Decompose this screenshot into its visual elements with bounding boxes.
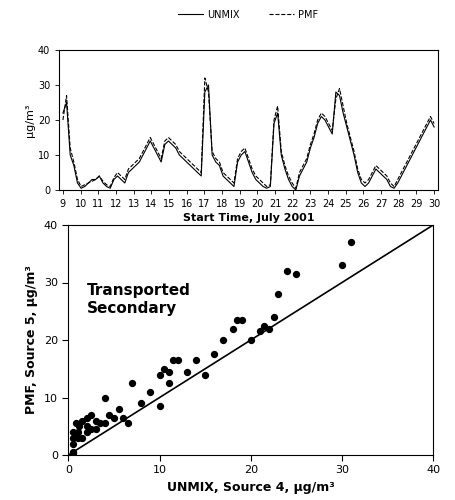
PMF: [430, 120, 436, 126]
Point: [156, 370, 163, 378]
Point: [238, 316, 245, 324]
Point: [83, 414, 90, 422]
Legend: UNMIX, PMF: UNMIX, PMF: [174, 6, 322, 24]
UNMIX: [394, 180, 399, 186]
Point: [101, 394, 108, 402]
UNMIX: [162, 142, 167, 148]
Point: [210, 350, 217, 358]
PMF: [60, 117, 66, 123]
Point: [69, 450, 76, 458]
PMF: [293, 185, 298, 191]
Point: [83, 422, 90, 430]
Y-axis label: μg/m³: μg/m³: [25, 104, 35, 136]
Point: [228, 324, 236, 332]
Point: [192, 356, 199, 364]
UNMIX: [60, 110, 66, 116]
Text: Transported
Secondary: Transported Secondary: [86, 282, 190, 316]
Point: [74, 434, 81, 442]
Point: [96, 420, 104, 428]
X-axis label: Start Time, July 2001: Start Time, July 2001: [182, 213, 313, 223]
Point: [274, 290, 281, 298]
Point: [101, 420, 108, 428]
Point: [160, 365, 167, 373]
Point: [247, 336, 254, 344]
Point: [119, 414, 126, 422]
Point: [283, 267, 290, 275]
Point: [169, 356, 177, 364]
UNMIX: [293, 187, 298, 193]
PMF: [162, 138, 167, 144]
PMF: [405, 156, 410, 162]
PMF: [401, 162, 407, 168]
Point: [92, 416, 99, 424]
Point: [69, 434, 76, 442]
PMF: [202, 75, 207, 81]
Point: [347, 238, 354, 246]
Point: [137, 399, 145, 407]
Point: [338, 261, 345, 269]
Point: [256, 328, 263, 336]
Point: [265, 324, 272, 332]
Point: [69, 440, 76, 448]
Point: [69, 448, 76, 456]
UNMIX: [401, 166, 407, 172]
Point: [292, 270, 299, 278]
Point: [78, 434, 86, 442]
PMF: [394, 176, 399, 182]
UNMIX: [405, 159, 410, 165]
Point: [69, 428, 76, 436]
Point: [83, 428, 90, 436]
Line: UNMIX: UNMIX: [63, 85, 433, 190]
Point: [219, 336, 227, 344]
Point: [269, 313, 277, 321]
Point: [156, 402, 163, 410]
PMF: [412, 142, 418, 148]
Point: [165, 379, 172, 387]
UNMIX: [205, 82, 211, 88]
Y-axis label: PMF, Source 5, μg/m³: PMF, Source 5, μg/m³: [25, 266, 38, 414]
UNMIX: [278, 152, 283, 158]
Point: [201, 370, 208, 378]
Point: [165, 368, 172, 376]
X-axis label: UNMIX, Source 4, μg/m³: UNMIX, Source 4, μg/m³: [167, 481, 334, 494]
PMF: [278, 148, 283, 154]
Point: [183, 368, 190, 376]
UNMIX: [412, 145, 418, 151]
Point: [72, 431, 79, 439]
Line: PMF: PMF: [63, 78, 433, 188]
Point: [78, 416, 86, 424]
Point: [92, 425, 99, 433]
Point: [74, 428, 81, 436]
Point: [147, 388, 154, 396]
UNMIX: [430, 124, 436, 130]
Point: [110, 414, 117, 422]
Point: [115, 405, 122, 413]
Point: [124, 420, 131, 428]
Point: [128, 379, 136, 387]
Point: [72, 420, 79, 428]
Point: [87, 411, 95, 419]
Point: [76, 422, 83, 430]
Point: [106, 411, 113, 419]
Point: [174, 356, 181, 364]
Point: [233, 316, 240, 324]
Point: [87, 425, 95, 433]
Point: [260, 322, 268, 330]
